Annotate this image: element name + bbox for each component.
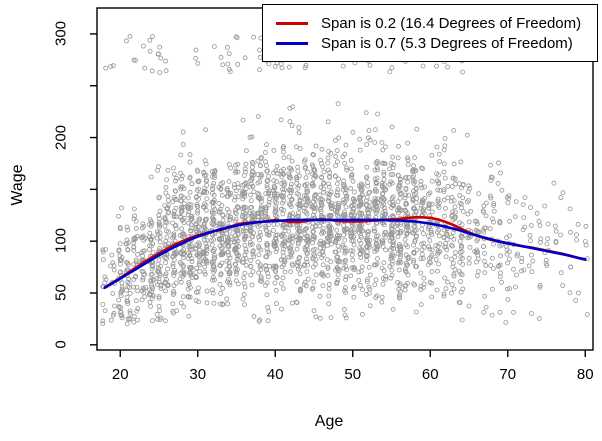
legend-row: Span is 0.2 (16.4 Degrees of Freedom) <box>263 15 597 33</box>
y-tick-label: 100 <box>41 228 81 253</box>
x-tick-label: 80 <box>576 366 594 383</box>
legend-label-span-02: Span is 0.2 (16.4 Degrees of Freedom) <box>321 15 582 32</box>
y-tick-label-text: 0 <box>52 340 70 349</box>
y-axis-title-text: Wage <box>9 164 26 206</box>
y-tick-label: 50 <box>41 284 81 301</box>
legend-color-swatch-span-07 <box>276 42 308 45</box>
y-tick-label-text: 200 <box>52 124 70 150</box>
y-tick-label-text: 300 <box>52 20 70 46</box>
legend-color-swatch-span-02 <box>276 22 308 25</box>
legend-box: Span is 0.2 (16.4 Degrees of Freedom) Sp… <box>262 4 598 62</box>
x-tick-label: 70 <box>499 366 517 383</box>
x-tick-label: 50 <box>344 366 362 383</box>
y-tick-label-text: 50 <box>52 284 70 301</box>
scatter-points-layer <box>100 33 590 327</box>
x-axis-title: Age <box>0 413 602 431</box>
legend-row: Span is 0.7 (5.3 Degrees of Freedom) <box>263 35 597 53</box>
loess-curve-span-07 <box>103 218 587 290</box>
legend-label-span-07: Span is 0.7 (5.3 Degrees of Freedom) <box>321 35 573 52</box>
y-tick-label: 0 <box>41 336 81 353</box>
y-tick-label: 200 <box>41 125 81 150</box>
y-tick-label-text: 100 <box>52 228 70 254</box>
smoothing-curves-layer <box>103 216 587 290</box>
y-axis-title: Wage <box>0 0 40 441</box>
x-tick-label: 30 <box>189 366 207 383</box>
y-tick-label: 300 <box>41 21 81 46</box>
x-tick-label: 20 <box>111 366 129 383</box>
x-tick-label: 40 <box>266 366 284 383</box>
x-tick-label: 60 <box>421 366 439 383</box>
x-axis-title-text: Age <box>314 413 344 430</box>
